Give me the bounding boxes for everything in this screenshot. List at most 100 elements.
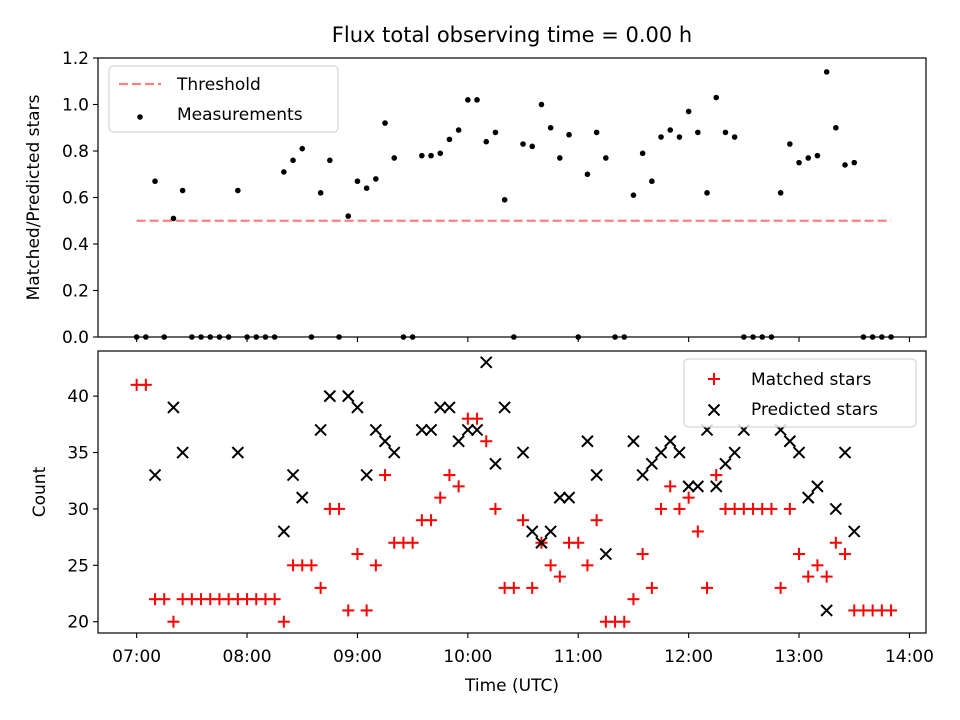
predicted-point <box>581 435 594 448</box>
predicted-point <box>388 446 401 459</box>
measurement-point <box>179 187 186 194</box>
predicted-point <box>673 446 686 459</box>
measurement-point <box>667 127 674 133</box>
measurement-point <box>354 178 361 185</box>
matched-point <box>489 502 502 515</box>
predicted-point <box>544 525 557 538</box>
predicted-point <box>627 435 640 448</box>
count-y-ticks: 20 25 30 35 40 <box>67 387 98 633</box>
measurement-point <box>446 136 453 143</box>
measurement-point <box>584 171 591 178</box>
measurement-point <box>501 197 508 203</box>
predicted-point <box>829 502 843 516</box>
legend-matched-label: Matched stars <box>751 370 871 390</box>
measurement-point <box>465 97 471 103</box>
y-tick-label: 0.4 <box>62 235 89 255</box>
measurement-point <box>842 162 848 168</box>
measurement-point <box>814 152 821 159</box>
measurement-point <box>235 187 241 194</box>
y-tick-label: 1.0 <box>62 96 89 116</box>
matched-point <box>406 536 419 549</box>
measurement-point <box>639 150 646 157</box>
matched-point <box>379 469 392 482</box>
matched-point <box>369 559 382 572</box>
measurement-point <box>557 155 563 161</box>
y-tick-label: 25 <box>67 556 89 576</box>
measurement-point <box>547 124 554 131</box>
predicted-point <box>526 525 539 538</box>
measurement-point <box>731 134 738 140</box>
measurement-point <box>538 101 545 108</box>
measurement-point <box>520 141 526 147</box>
count-x-label: Time (UTC) <box>464 676 559 696</box>
matched-point <box>820 570 833 583</box>
y-tick-label: 0.2 <box>62 282 89 302</box>
predicted-point <box>516 446 530 459</box>
measurement-point <box>327 157 333 164</box>
matched-point <box>664 480 677 493</box>
predicted-point <box>792 446 806 459</box>
predicted-point <box>562 491 576 504</box>
predicted-point <box>811 480 824 493</box>
legend-measurements-swatch <box>137 114 143 120</box>
predicted-point <box>314 423 327 437</box>
measurement-point <box>676 134 683 140</box>
matched-point <box>443 469 456 482</box>
measurement-point <box>796 159 802 166</box>
predicted-point <box>323 389 337 403</box>
predicted-point <box>470 423 484 437</box>
y-tick-label: 30 <box>67 500 89 520</box>
measurement-point <box>382 120 388 126</box>
measurement-point <box>483 138 490 145</box>
ratio-x-ticks <box>136 337 910 342</box>
y-tick-label: 0.0 <box>62 328 89 348</box>
predicted-point <box>553 491 567 504</box>
y-tick-label: 0.6 <box>62 189 89 209</box>
predicted-point <box>498 401 511 414</box>
matched-point <box>885 604 898 617</box>
predicted-point <box>848 525 861 538</box>
matched-point <box>268 593 281 606</box>
matched-point <box>452 480 465 493</box>
measurement-point <box>428 152 434 159</box>
matched-point <box>701 581 714 594</box>
matched-point <box>314 581 327 594</box>
predicted-point <box>489 457 502 471</box>
matched-point <box>802 570 815 583</box>
predicted-point <box>710 480 723 493</box>
matched-point <box>360 604 373 617</box>
predicted-point <box>590 468 603 482</box>
measurement-point <box>299 145 306 152</box>
measurement-point <box>649 178 655 185</box>
matched-point <box>425 514 438 527</box>
legend-matched-swatch <box>708 373 720 385</box>
measurement-point <box>363 185 370 191</box>
predicted-point <box>277 525 291 538</box>
x-tick-label: 11:00 <box>554 647 603 667</box>
x-tick-label: 08:00 <box>223 647 272 667</box>
matched-point <box>811 559 824 572</box>
matched-point <box>765 502 778 515</box>
predicted-point <box>434 401 447 414</box>
predicted-point <box>535 536 548 549</box>
predicted-point <box>802 491 815 504</box>
matched-point <box>618 615 631 628</box>
measurement-point <box>777 190 784 196</box>
measurement-point <box>658 134 664 140</box>
predicted-point <box>636 468 649 482</box>
predicted-point <box>231 446 245 459</box>
measurement-point <box>630 192 637 198</box>
ratio-y-ticks: 0.0 0.2 0.4 0.6 0.8 1.0 1.2 <box>62 49 98 348</box>
predicted-point <box>415 423 429 437</box>
matched-point <box>627 593 640 606</box>
measurement-point <box>419 152 425 159</box>
matched-point <box>645 581 658 594</box>
x-tick-label: 09:00 <box>333 647 382 667</box>
measurement-point <box>317 190 324 196</box>
measurement-point <box>722 129 729 136</box>
matched-point <box>342 604 355 617</box>
predicted-point <box>148 468 162 482</box>
measurement-point <box>566 131 572 138</box>
predicted-point <box>664 435 677 448</box>
y-tick-label: 35 <box>67 444 89 464</box>
